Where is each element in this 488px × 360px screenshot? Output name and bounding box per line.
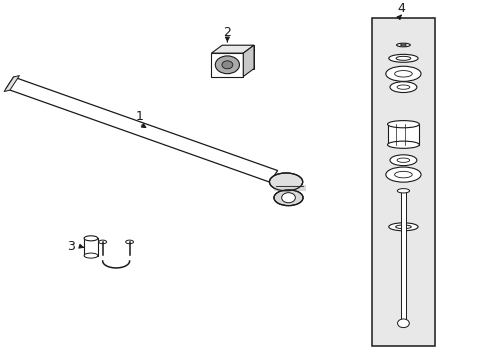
Circle shape: [222, 61, 232, 69]
Ellipse shape: [385, 66, 420, 81]
Ellipse shape: [389, 155, 416, 166]
Ellipse shape: [395, 56, 410, 60]
Bar: [400, 191, 405, 323]
Polygon shape: [274, 185, 305, 191]
Text: 4: 4: [396, 3, 404, 15]
Ellipse shape: [396, 189, 409, 193]
Ellipse shape: [385, 167, 420, 182]
Ellipse shape: [99, 240, 106, 244]
Ellipse shape: [400, 44, 406, 46]
Ellipse shape: [84, 253, 98, 258]
Polygon shape: [4, 76, 20, 91]
Ellipse shape: [396, 85, 409, 89]
Bar: [386, 124, 418, 145]
Ellipse shape: [386, 121, 418, 128]
Bar: [211, 53, 243, 77]
Polygon shape: [6, 77, 277, 182]
Ellipse shape: [394, 171, 411, 178]
Text: 3: 3: [67, 240, 75, 253]
Text: 2: 2: [223, 26, 231, 39]
Ellipse shape: [84, 236, 98, 241]
Circle shape: [397, 319, 408, 328]
Ellipse shape: [269, 173, 302, 191]
Text: 1: 1: [135, 111, 143, 123]
Ellipse shape: [389, 82, 416, 93]
Ellipse shape: [388, 54, 417, 62]
Polygon shape: [211, 45, 254, 53]
FancyBboxPatch shape: [371, 18, 434, 346]
Circle shape: [215, 56, 239, 74]
Ellipse shape: [396, 158, 409, 162]
Ellipse shape: [395, 225, 410, 229]
Ellipse shape: [273, 190, 303, 206]
Ellipse shape: [396, 43, 409, 47]
Ellipse shape: [394, 71, 411, 77]
Ellipse shape: [386, 141, 418, 148]
Ellipse shape: [388, 223, 417, 231]
Polygon shape: [222, 45, 254, 68]
Ellipse shape: [125, 240, 133, 244]
Bar: [84, 238, 98, 256]
Polygon shape: [243, 45, 254, 77]
Circle shape: [281, 193, 295, 203]
